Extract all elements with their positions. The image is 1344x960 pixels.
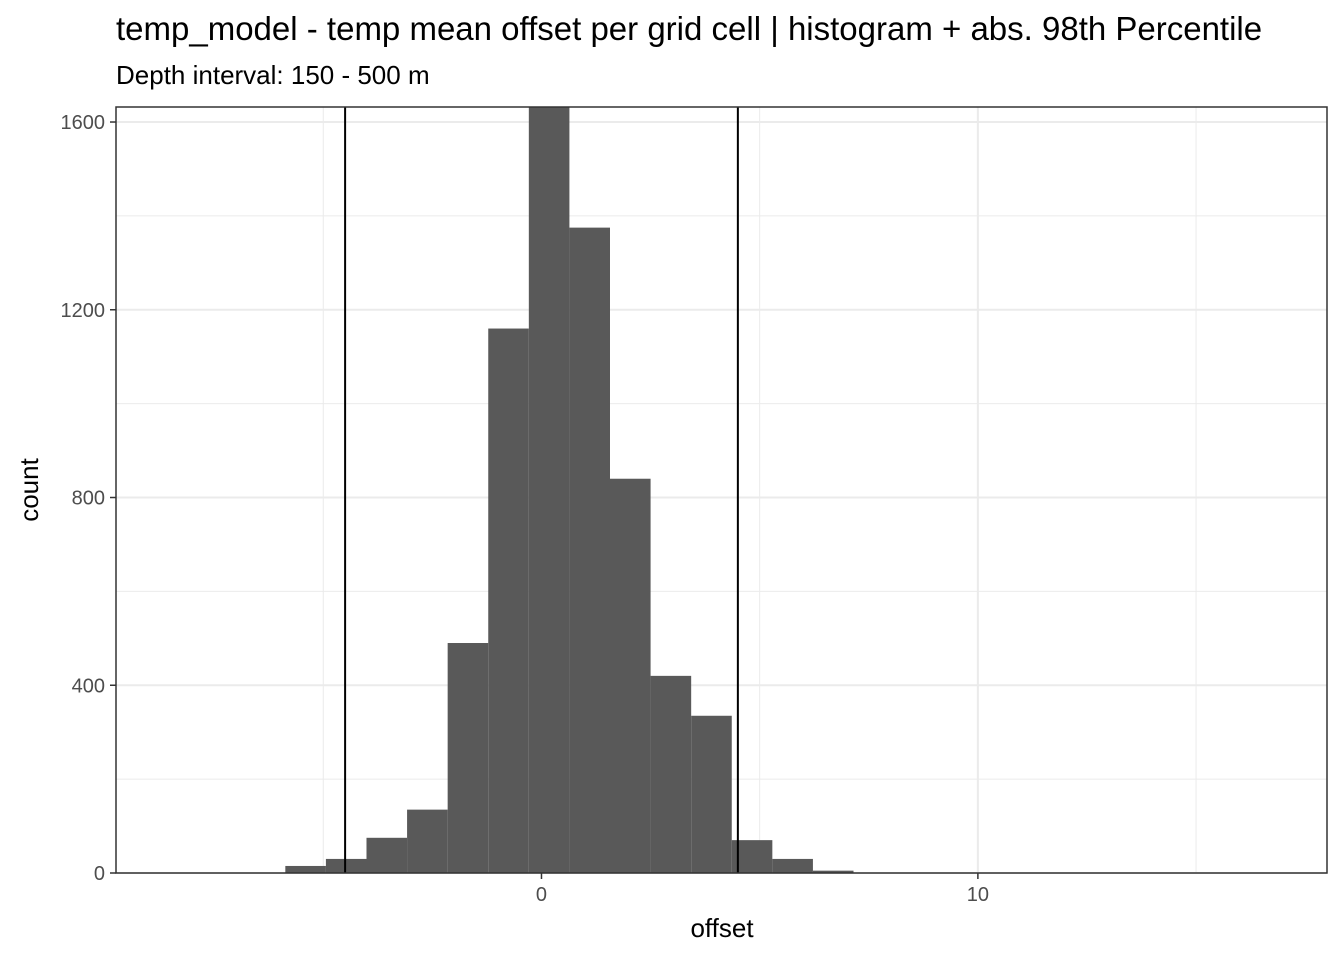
histogram-bar bbox=[488, 328, 529, 874]
y-tick-label: 400 bbox=[72, 675, 105, 697]
panel-border bbox=[115, 106, 1328, 874]
y-tick-label: 0 bbox=[94, 863, 105, 885]
histogram-bar bbox=[569, 227, 611, 873]
x-tick-label: 10 bbox=[967, 884, 989, 906]
y-tick-label: 800 bbox=[72, 488, 105, 510]
y-axis-title: count bbox=[14, 457, 44, 521]
histogram-bars bbox=[285, 107, 854, 874]
y-tick-label: 1200 bbox=[61, 300, 106, 322]
histogram-bar bbox=[447, 643, 489, 873]
histogram-bar bbox=[650, 675, 692, 873]
histogram-bar bbox=[772, 858, 813, 873]
histogram-bar bbox=[325, 858, 367, 873]
axis-ticks: 0 400 800 1200 1600 0 10 bbox=[61, 112, 990, 906]
y-tick-label: 1600 bbox=[61, 112, 106, 134]
chart-subtitle: Depth interval: 150 - 500 m bbox=[116, 60, 430, 90]
histogram-bar bbox=[285, 865, 326, 873]
histogram-bar bbox=[812, 870, 854, 873]
histogram-bar bbox=[610, 478, 651, 873]
histogram-bar bbox=[366, 837, 408, 873]
x-axis-title: offset bbox=[690, 913, 754, 943]
percentile-lines bbox=[344, 107, 739, 873]
chart-title: temp_model - temp mean offset per grid c… bbox=[116, 10, 1262, 47]
histogram-bar bbox=[407, 809, 448, 873]
histogram-bar bbox=[528, 107, 570, 873]
x-tick-label: 0 bbox=[536, 884, 547, 906]
histogram-bar bbox=[691, 715, 732, 873]
